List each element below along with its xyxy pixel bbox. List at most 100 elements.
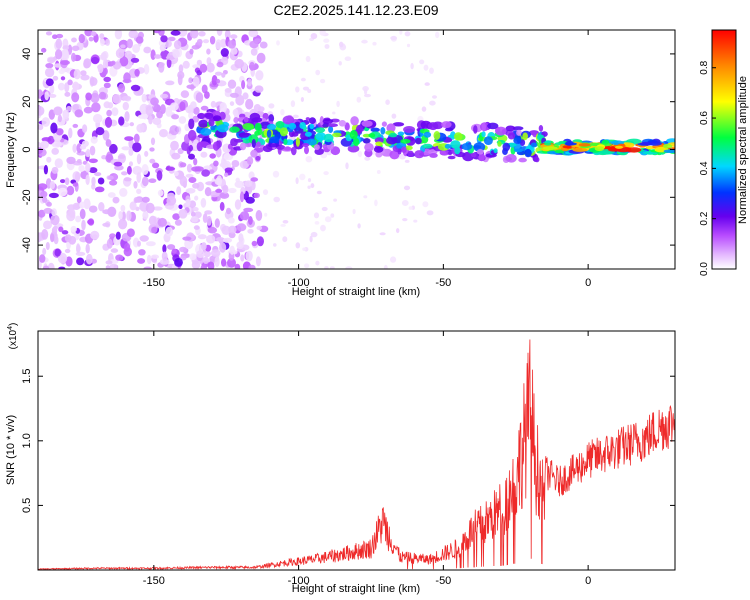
spectrogram-cell: [224, 172, 229, 177]
spectrogram-cell: [309, 235, 313, 243]
snr-ylabel: SNR (10 * v/v): [5, 415, 17, 485]
spectrogram-cell: [323, 38, 330, 43]
spectrogram-cell: [120, 44, 126, 49]
spectrogram-cell: [41, 47, 47, 53]
spectrogram-cell: [132, 142, 142, 153]
spectrogram-cell: [283, 146, 292, 151]
spectrogram-cell: [67, 204, 76, 211]
spectrogram-cell: [239, 191, 245, 203]
spectrogram-cell: [344, 56, 352, 61]
spectrogram-cell: [115, 231, 121, 240]
snr-background: [38, 331, 675, 570]
spectrogram-cell: [254, 130, 260, 136]
spectrogram-cell: [189, 48, 194, 55]
spectrogram-cell: [267, 123, 277, 130]
spectrogram-cell: [54, 248, 61, 257]
colorbar: 0.0 0.2 0.4 0.6 0.8 Normalized spectral ampl…: [699, 29, 749, 276]
spectrogram-cell: [167, 244, 176, 250]
spectrogram-cell: [562, 145, 572, 149]
spectrogram-cell: [165, 55, 176, 60]
spectrogram-cell: [104, 116, 113, 128]
spectrogram-cell: [85, 92, 92, 101]
spectrogram-cell: [136, 123, 145, 133]
spectrogram-cell: [542, 146, 558, 151]
spectrogram-cell: [221, 72, 226, 78]
spectrogram-cell: [370, 127, 380, 133]
spectrogram-cell: [196, 70, 202, 76]
spectrogram-cell: [427, 122, 439, 131]
spectrogram-cell: [64, 248, 71, 254]
spectrogram-cell: [70, 225, 77, 233]
spectrogram-cell: [128, 30, 139, 39]
spectrogram-cell: [158, 62, 165, 73]
spectrogram-cell: [41, 137, 52, 142]
spectrogram-cell: [310, 183, 315, 189]
spectrogram-cell: [136, 172, 142, 183]
spectrogram-cell: [38, 147, 43, 155]
spectrogram-cell: [444, 143, 452, 149]
spectrogram-cell: [305, 117, 310, 121]
spectrogram-cell: [231, 160, 240, 168]
spectrogram-cell: [234, 180, 245, 188]
spectrogram-cell: [226, 207, 232, 215]
spectrogram-cell: [105, 260, 113, 265]
spectrogram-cell: [128, 147, 134, 156]
spectrogram-cell: [40, 140, 49, 149]
spectrogram-cell: [251, 240, 258, 247]
spectrogram-cell: [107, 192, 116, 198]
spectrogram-cell: [648, 141, 662, 146]
spectrogram-cell: [66, 156, 76, 165]
spectrogram-cell: [76, 243, 81, 254]
spectrogram-cell: [381, 121, 387, 127]
spectrogram-cell: [44, 91, 49, 101]
spectrogram-cell: [204, 112, 214, 120]
spectrogram-cell: [174, 257, 183, 267]
spectrogram-cell: [141, 93, 147, 103]
spectrogram-cell: [58, 69, 65, 75]
spectrogram-cell: [57, 82, 65, 91]
spectrogram-cell: [85, 162, 91, 173]
spectrogram-cell: [179, 162, 187, 168]
spectrogram-cell: [178, 116, 187, 124]
spectrogram-cell: [356, 96, 362, 103]
snr-panel: -150 -100 -50 0 0.5 1.0 1.5 (x104) Height of s…: [5, 323, 676, 595]
y-tick-label: 0: [21, 146, 33, 152]
spectrogram-cell: [408, 206, 413, 210]
spectrogram-cell: [530, 142, 538, 148]
colorbar-tick-label: 0.0: [699, 262, 710, 276]
spectrogram-cell: [129, 122, 134, 127]
spectrogram-cell: [214, 177, 222, 185]
spectrogram-cell: [189, 253, 197, 261]
spectrogram-cell: [386, 136, 398, 145]
spectrogram-cell: [67, 79, 73, 86]
spectrogram-cell: [214, 71, 223, 76]
spectrogram-cell: [518, 157, 527, 163]
spectrogram-cell: [192, 76, 200, 87]
spectrogram-cell: [242, 92, 249, 100]
spectrogram-cell: [250, 48, 258, 56]
spectrogram-cell: [84, 30, 93, 37]
spectrogram-cell: [134, 198, 142, 203]
spectrogram-cell: [435, 31, 440, 39]
spectrogram-cell: [206, 48, 211, 55]
spectrogram-cell: [524, 148, 532, 158]
spectrogram-cell: [118, 83, 126, 93]
spectrogram-cell: [238, 233, 244, 243]
spectrogram-cell: [663, 149, 675, 153]
spectrogram-cell: [143, 64, 150, 75]
spectrogram-cell: [162, 244, 167, 253]
spectrogram-cell: [245, 250, 253, 262]
spectrogram-cell: [324, 44, 330, 49]
spectrogram-cell: [238, 132, 250, 138]
spectrogram-cell: [188, 129, 197, 141]
spectrogram-cell: [126, 210, 132, 221]
spectrogram-cell: [247, 228, 254, 234]
spectrogram-cell: [154, 54, 162, 59]
spectrogram-cell: [90, 31, 97, 37]
spectrogram-cell: [178, 64, 184, 73]
spectrogram-cell: [76, 196, 82, 204]
spectrogram-cell: [375, 141, 383, 147]
spectrogram-cell: [81, 219, 86, 231]
spectrogram-cell: [192, 64, 200, 69]
spectrogram-cell: [245, 98, 254, 110]
